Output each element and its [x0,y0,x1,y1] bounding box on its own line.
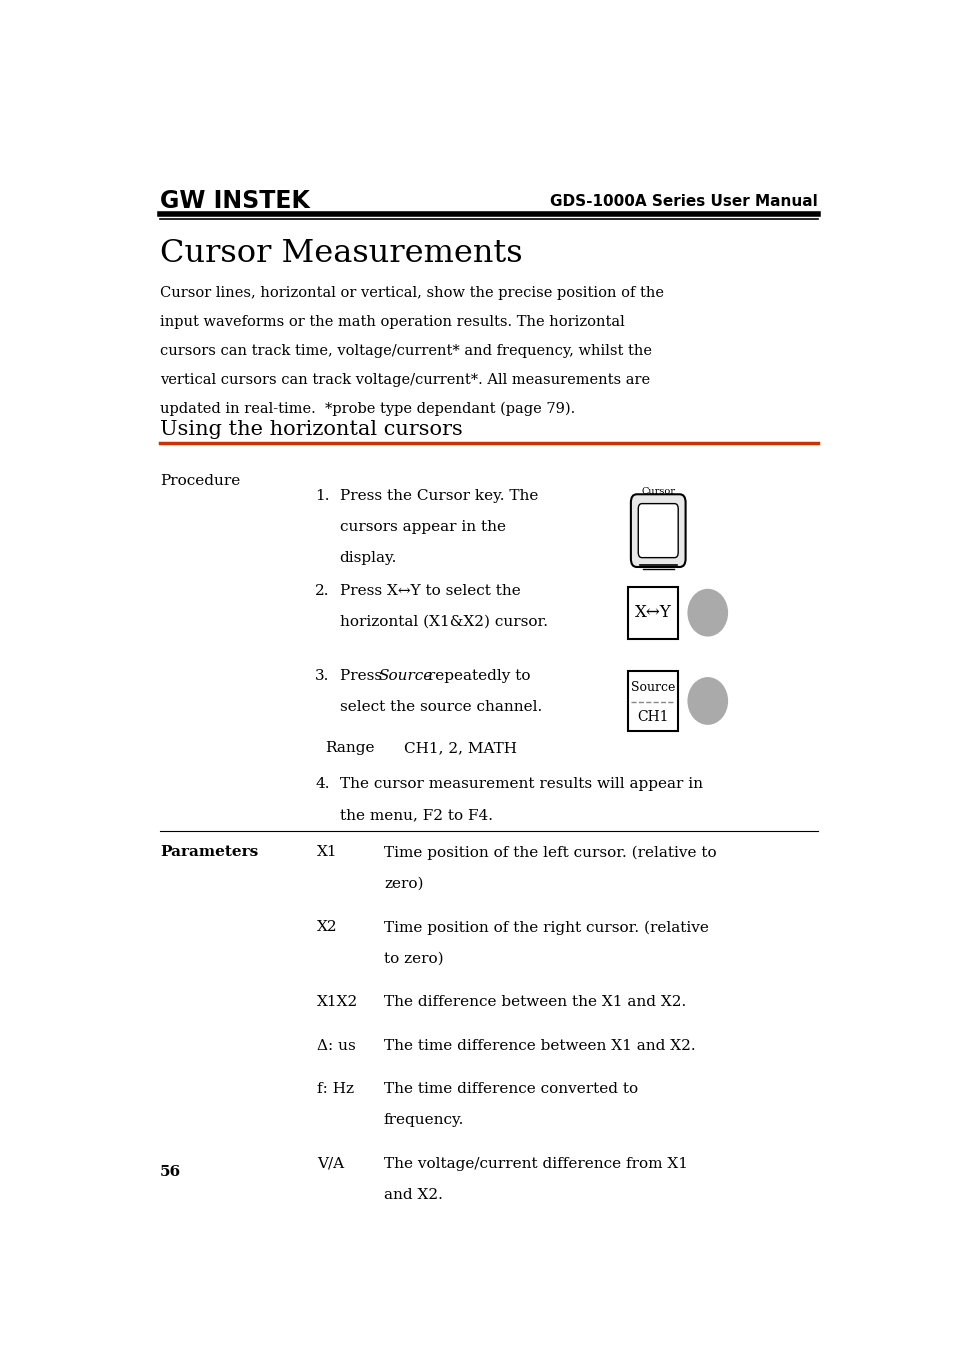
Text: X1X2: X1X2 [317,996,358,1009]
Text: to zero): to zero) [383,951,443,966]
Text: cursors appear in the: cursors appear in the [339,521,505,534]
Text: f: Hz: f: Hz [317,1082,354,1097]
Text: Parameters: Parameters [160,846,258,859]
Text: select the source channel.: select the source channel. [339,700,541,714]
Text: Cursor lines, horizontal or vertical, show the precise position of the: Cursor lines, horizontal or vertical, sh… [160,286,663,299]
Text: GDS-1000A Series User Manual: GDS-1000A Series User Manual [550,194,817,209]
Text: repeatedly to: repeatedly to [423,669,530,683]
Text: Time position of the left cursor. (relative to: Time position of the left cursor. (relat… [383,846,716,859]
Text: Using the horizontal cursors: Using the horizontal cursors [160,421,462,440]
Bar [627,587,678,638]
Text: The time difference converted to: The time difference converted to [383,1082,638,1097]
Text: Cursor: Cursor [640,487,675,496]
Text: X1: X1 [317,846,337,859]
Text: cursors can track time, voltage/current* and frequency, whilst the: cursors can track time, voltage/current*… [160,344,651,357]
Text: V/A: V/A [317,1157,344,1171]
Text: input waveforms or the math operation results. The horizontal: input waveforms or the math operation re… [160,314,624,329]
Text: horizontal (X1&X2) cursor.: horizontal (X1&X2) cursor. [339,615,547,629]
Text: Press X↔Y to select the: Press X↔Y to select the [339,584,519,598]
Text: The cursor measurement results will appear in: The cursor measurement results will appe… [339,777,701,791]
Ellipse shape [687,588,727,637]
Text: 3.: 3. [314,669,329,683]
Text: 4.: 4. [314,777,330,791]
Text: The difference between the X1 and X2.: The difference between the X1 and X2. [383,996,685,1009]
Text: Cursor Measurements: Cursor Measurements [160,237,522,268]
Text: frequency.: frequency. [383,1113,464,1128]
Text: zero): zero) [383,877,423,890]
Text: The voltage/current difference from X1: The voltage/current difference from X1 [383,1157,687,1171]
Text: vertical cursors can track voltage/current*. All measurements are: vertical cursors can track voltage/curre… [160,374,649,387]
Ellipse shape [687,677,727,724]
Text: Range: Range [324,742,374,755]
Text: Time position of the right cursor. (relative: Time position of the right cursor. (rela… [383,920,708,935]
Text: 1.: 1. [314,490,330,503]
Text: Press: Press [339,669,386,683]
Text: 56: 56 [160,1164,181,1179]
Text: Source: Source [378,669,433,683]
Text: CH1: CH1 [637,710,668,724]
Text: Δ: us: Δ: us [317,1039,355,1052]
Bar [627,670,678,731]
Text: the menu, F2 to F4.: the menu, F2 to F4. [339,808,492,822]
Text: X2: X2 [317,920,337,934]
Text: display.: display. [339,552,396,565]
Text: Press the Cursor key. The: Press the Cursor key. The [339,490,537,503]
Text: GW INSTEK: GW INSTEK [160,189,310,213]
Text: X↔Y: X↔Y [634,604,671,621]
Text: Procedure: Procedure [160,473,240,488]
Text: CH1, 2, MATH: CH1, 2, MATH [403,742,517,755]
Text: The time difference between X1 and X2.: The time difference between X1 and X2. [383,1039,695,1052]
Text: Source: Source [630,681,675,695]
Text: 2.: 2. [314,584,330,598]
FancyBboxPatch shape [630,494,685,567]
Text: and X2.: and X2. [383,1188,442,1202]
Text: updated in real-time.  *probe type dependant (page 79).: updated in real-time. *probe type depend… [160,402,575,417]
FancyBboxPatch shape [638,503,678,557]
